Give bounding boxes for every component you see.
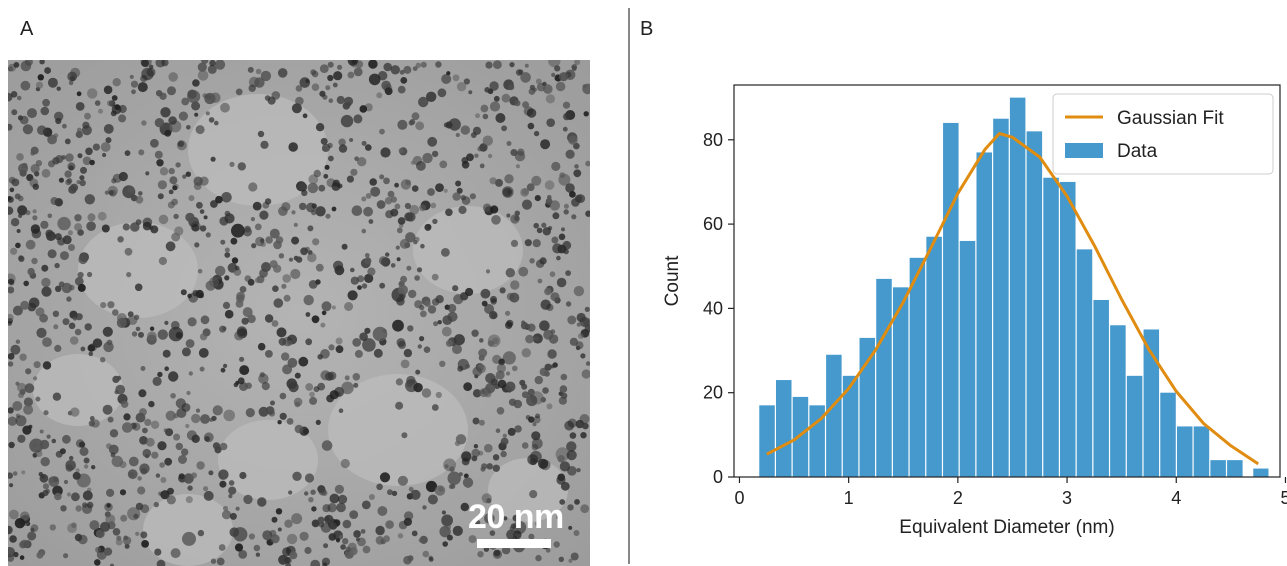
histogram-bars: [759, 97, 1269, 478]
histogram-bar: [1253, 468, 1269, 477]
histogram-bar: [1176, 426, 1193, 477]
panel-label-a: A: [20, 18, 34, 40]
histogram-bar: [1227, 460, 1243, 477]
histogram-bar: [1210, 460, 1226, 477]
x-tick-label: 3: [1062, 488, 1072, 508]
x-tick-label: 5: [1280, 488, 1287, 508]
y-axis-title: Count: [662, 255, 683, 306]
histogram-bar: [1076, 249, 1093, 477]
scale-bar: [477, 539, 551, 548]
histogram-bar: [1126, 375, 1143, 477]
histogram-bar: [775, 380, 792, 477]
y-tick-label: 40: [703, 298, 723, 318]
histogram-bar: [826, 354, 842, 477]
histogram-bar: [842, 375, 859, 477]
histogram-bar: [976, 152, 992, 477]
histogram-bar: [892, 287, 909, 477]
y-tick-label: 0: [713, 467, 723, 487]
histogram-bar: [1143, 329, 1160, 477]
legend-box: [1052, 93, 1274, 175]
panel-label-b: B: [640, 18, 654, 40]
histogram-bar: [993, 118, 1009, 477]
y-tick-label: 80: [703, 130, 723, 150]
histogram-bar: [859, 337, 876, 477]
y-tick-label: 20: [703, 383, 723, 403]
tem-nanoparticles-image: [8, 60, 590, 566]
histogram-bar: [1026, 131, 1043, 477]
axes: 0 1 2 3 4 5 0 20 40 60 80: [703, 84, 1287, 508]
histogram-bar: [1009, 97, 1026, 478]
histogram-bar: [792, 396, 809, 477]
y-tick-label: 60: [703, 214, 723, 234]
x-tick-label: 0: [734, 488, 744, 508]
x-tick-label: 4: [1171, 488, 1181, 508]
gaussian-fit-line-group: [766, 132, 1260, 466]
histogram-bar: [1193, 426, 1210, 477]
axes-frame: [733, 84, 1281, 478]
gaussian-fit-line: [766, 132, 1260, 466]
legend-data-swatch: [1065, 143, 1103, 158]
histogram-bar: [1110, 325, 1126, 477]
histogram-bar: [959, 240, 976, 477]
x-tick-label: 2: [953, 488, 963, 508]
size-distribution-chart: 0 1 2 3 4 5 0 20 40 60 80 Gaussian Fit Data Equival…: [662, 84, 1287, 538]
tem-micrograph: 20 nm: [8, 60, 590, 566]
panel-divider: [628, 8, 630, 564]
histogram-bar: [759, 405, 775, 477]
histogram-bar: [876, 278, 892, 477]
legend-label-data: Data: [1117, 141, 1158, 162]
histogram-bar: [1160, 392, 1176, 477]
legend: Gaussian Fit Data: [1052, 93, 1274, 175]
histogram-bar: [926, 236, 942, 477]
histogram-bar: [1093, 299, 1109, 477]
legend-label-fit: Gaussian Fit: [1117, 108, 1224, 129]
scale-bar-label: 20 nm: [468, 498, 564, 536]
histogram-bar: [909, 257, 926, 477]
histogram-bar: [1043, 177, 1059, 477]
x-tick-label: 1: [844, 488, 854, 508]
x-axis-title: Equivalent Diameter (nm): [899, 517, 1114, 538]
histogram-bar: [1060, 181, 1076, 478]
histogram-bar: [943, 122, 959, 477]
